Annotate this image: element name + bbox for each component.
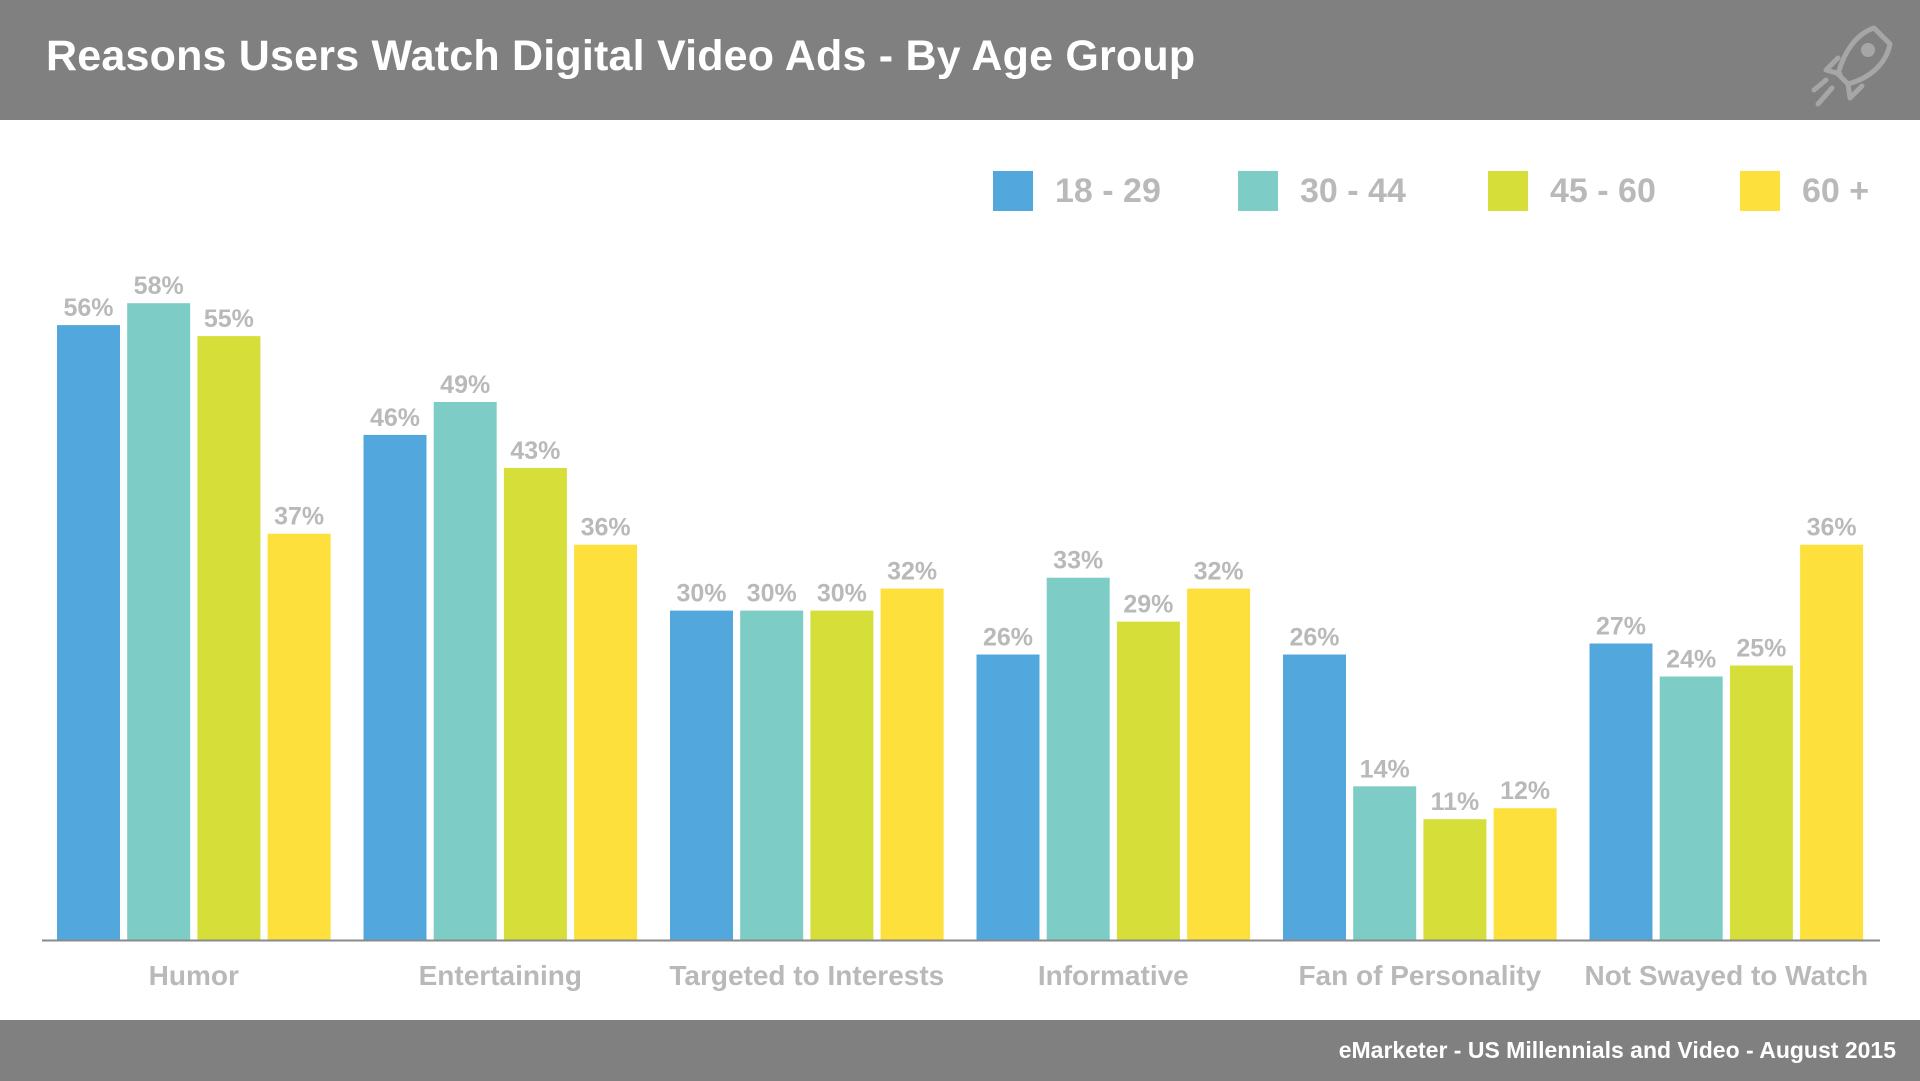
- data-label: 32%: [887, 558, 937, 586]
- legend-item-30-44: 30 - 44: [1238, 170, 1406, 212]
- legend-item-18-29: 18 - 29: [993, 170, 1161, 212]
- bar-3-0: [267, 533, 331, 940]
- legend-swatch: [993, 171, 1033, 211]
- legend-label: 18 - 29: [1055, 171, 1161, 210]
- data-label: 29%: [1123, 591, 1173, 619]
- x-tick-label: Entertaining: [419, 960, 582, 991]
- legend-swatch: [1488, 171, 1528, 211]
- legend-item-45-60: 45 - 60: [1488, 170, 1656, 212]
- data-label: 49%: [440, 371, 490, 399]
- bar-1-4: [1353, 786, 1417, 940]
- bar-0-0: [57, 325, 120, 941]
- bar-2-0: [197, 336, 261, 941]
- bar-1-1: [433, 402, 497, 940]
- bar-0-5: [1589, 643, 1653, 940]
- x-tick-label: Targeted to Interests: [669, 960, 944, 991]
- bar-3-1: [574, 544, 638, 940]
- bar-3-3: [1187, 588, 1251, 940]
- bar-3-5: [1800, 544, 1864, 940]
- legend-label: 30 - 44: [1300, 171, 1406, 210]
- data-label: 55%: [204, 305, 254, 333]
- data-label: 24%: [1666, 646, 1716, 674]
- bar-3-4: [1493, 808, 1557, 940]
- data-label: 30%: [817, 580, 867, 608]
- data-label: 37%: [274, 503, 324, 531]
- bar-0-1: [363, 434, 427, 940]
- bar-2-4: [1423, 819, 1487, 940]
- data-label: 36%: [1807, 514, 1857, 542]
- footer-bar: eMarketer - US Millennials and Video - A…: [0, 1020, 1920, 1081]
- legend-swatch: [1238, 171, 1278, 211]
- data-label: 11%: [1431, 788, 1480, 816]
- data-label: 56%: [63, 294, 113, 322]
- chart-title: Reasons Users Watch Digital Video Ads - …: [46, 32, 1196, 80]
- legend-item-60-plus: 60 +: [1740, 170, 1869, 212]
- bar-1-5: [1659, 676, 1723, 940]
- bar-2-3: [1116, 621, 1180, 940]
- bar-0-3: [976, 654, 1040, 940]
- data-label: 32%: [1194, 558, 1244, 586]
- bar-1-0: [127, 303, 191, 940]
- data-label: 14%: [1360, 755, 1410, 783]
- legend-label: 45 - 60: [1550, 171, 1656, 210]
- x-tick-label: Not Swayed to Watch: [1584, 960, 1868, 991]
- data-label: 46%: [370, 404, 420, 432]
- bar-2-1: [503, 467, 567, 940]
- source-note: eMarketer - US Millennials and Video - A…: [1338, 1037, 1896, 1063]
- legend-swatch: [1740, 171, 1780, 211]
- data-label: 30%: [676, 580, 726, 608]
- bar-1-2: [740, 610, 804, 940]
- bar-0-4: [1283, 654, 1346, 940]
- bar-2-2: [810, 610, 874, 940]
- bar-0-2: [670, 610, 733, 940]
- x-tick-label: Humor: [149, 960, 239, 991]
- data-label: 30%: [747, 580, 797, 608]
- data-label: 43%: [510, 437, 560, 465]
- data-label: 58%: [134, 272, 184, 300]
- data-label: 12%: [1500, 777, 1550, 805]
- bar-1-3: [1046, 577, 1110, 940]
- x-tick-label: Informative: [1038, 960, 1189, 991]
- bar-3-2: [880, 588, 944, 940]
- data-label: 26%: [1289, 624, 1339, 652]
- bar-2-5: [1729, 665, 1793, 940]
- rocket-logo-icon: [1811, 25, 1893, 107]
- data-label: 26%: [983, 624, 1033, 652]
- header-bar: Reasons Users Watch Digital Video Ads - …: [0, 0, 1920, 120]
- data-label: 27%: [1596, 613, 1646, 641]
- x-tick-label: Fan of Personality: [1298, 960, 1541, 991]
- data-label: 25%: [1736, 635, 1786, 663]
- legend-label: 60 +: [1802, 171, 1870, 210]
- data-label: 33%: [1053, 547, 1103, 575]
- bar-chart: 56% 58% 55% 37% Humor 46% 49% 43% 36% Entertainin…: [42, 272, 1880, 991]
- data-label: 36%: [581, 514, 631, 542]
